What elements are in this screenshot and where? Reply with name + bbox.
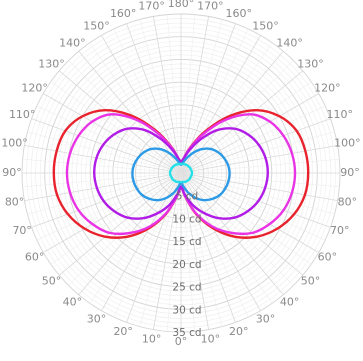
radius-tick-label: 10 cd (172, 213, 201, 225)
angle-tick-label: 80° (5, 195, 25, 208)
series-line-5 (168, 162, 194, 184)
angle-tick-label: 0° (175, 335, 188, 348)
grid-spoke-major (180, 144, 338, 174)
grid-spoke-major (180, 35, 261, 174)
grid-spoke-major (24, 144, 182, 174)
grid-spoke-minor (166, 172, 182, 332)
grid-spoke-minor (166, 14, 182, 174)
grid-spoke-minor (180, 172, 312, 265)
grid-spoke-minor (22, 172, 182, 188)
angle-tick-label: 130° (38, 57, 65, 70)
angle-tick-label: 170° (197, 0, 224, 13)
grid-spoke-major (180, 172, 304, 276)
grid-spoke-major (180, 172, 319, 253)
grid-spoke-minor (50, 172, 182, 265)
grid-spoke-minor (180, 172, 294, 286)
grid-spoke-major (58, 70, 182, 174)
grid-spoke-minor (180, 19, 223, 174)
grid-spoke-minor (180, 131, 335, 174)
radius-tick-label: 30 cd (172, 304, 201, 316)
series-line-3 (93, 127, 269, 220)
grid-spoke-minor (180, 28, 249, 174)
angle-tick-label: 100° (334, 137, 361, 150)
angle-tick-label: 40° (280, 295, 300, 308)
angle-tick-label: 130° (297, 57, 324, 70)
angle-tick-label: 90° (2, 166, 22, 179)
grid-spoke-major (101, 35, 182, 174)
grid-spoke-major (31, 172, 182, 228)
grid-spoke-major (180, 50, 284, 174)
grid-spoke-minor (180, 172, 273, 304)
grid-spoke-major (31, 118, 182, 174)
angle-tick-label: 110° (327, 108, 354, 121)
angle-tick-label: 150° (252, 20, 279, 33)
angle-tick-label: 10° (201, 332, 221, 345)
radius-tick-label: 15 cd (172, 236, 201, 248)
grid-spoke-minor (89, 172, 182, 304)
angle-tick-label: 30° (256, 312, 276, 325)
angle-tick-label: 140° (276, 37, 303, 50)
grid-spoke-minor (180, 158, 340, 174)
grid-spoke-minor (113, 28, 182, 174)
angle-tick-label: 50° (301, 275, 321, 288)
grid-spoke-major (43, 93, 182, 174)
grid-spoke-minor (27, 172, 182, 215)
grid-spoke-major (24, 172, 182, 202)
angle-tick-label: 120° (314, 82, 341, 95)
angle-tick-label: 160° (110, 7, 137, 20)
grid-spoke-major (43, 172, 182, 253)
radius-tick-label: 5 cd (176, 191, 198, 203)
label-layer: 0° 10°20°30°40°50°60°70°80°90°100°110°120… (1, 0, 360, 348)
grid-spoke-major (180, 172, 338, 202)
grid-spoke-minor (180, 14, 196, 174)
grid-spoke-major (180, 93, 319, 174)
angle-tick-label: 90° (340, 166, 360, 179)
angle-tick-label: 110° (9, 108, 36, 121)
radius-tick-label: 35 cd (172, 327, 201, 339)
series-layer (52, 109, 310, 239)
angle-tick-label: 10° (142, 332, 162, 345)
radius-tick-label: 25 cd (172, 282, 201, 294)
angle-tick-label: 80° (338, 195, 358, 208)
angle-tick-label: 60° (318, 251, 338, 264)
angle-tick-label: 20° (113, 325, 133, 338)
angle-tick-label: 180° (168, 0, 195, 10)
angle-tick-label: 20° (229, 325, 249, 338)
angle-tick-label: 30° (87, 312, 107, 325)
angle-tick-label: 50° (42, 275, 62, 288)
grid-spoke-major (180, 118, 331, 174)
angle-tick-label: 70° (330, 224, 350, 237)
grid-spoke-major (180, 172, 331, 228)
grid-spoke-minor (180, 172, 196, 332)
grid-spoke-minor (180, 172, 335, 215)
angle-tick-label: 120° (21, 82, 48, 95)
angle-tick-label: 140° (59, 37, 86, 50)
grid-spoke-minor (27, 131, 182, 174)
grid-spoke-minor (139, 19, 182, 174)
grid-spoke-major (180, 172, 236, 323)
angle-tick-label: 40° (63, 295, 83, 308)
grid-spoke-minor (22, 158, 182, 174)
radius-tick-label: 20 cd (172, 259, 201, 271)
grid-spoke-minor (180, 172, 340, 188)
grid-spoke-minor (50, 81, 182, 174)
grid-spoke-major (152, 16, 182, 174)
grid-spoke-major (78, 50, 182, 174)
grid-spoke-major (126, 172, 182, 323)
angle-tick-label: 170° (138, 0, 165, 13)
grid-spoke-minor (180, 81, 312, 174)
angle-tick-label: 70° (12, 224, 32, 237)
angle-tick-label: 150° (83, 20, 110, 33)
grid-spoke-major (180, 16, 210, 174)
grid-spoke-minor (68, 172, 182, 286)
grid-spoke-major (180, 70, 304, 174)
grid-spoke-major (58, 172, 182, 276)
angle-tick-label: 60° (25, 251, 45, 264)
angle-tick-label: 160° (226, 7, 253, 20)
angle-tick-label: 100° (1, 137, 28, 150)
